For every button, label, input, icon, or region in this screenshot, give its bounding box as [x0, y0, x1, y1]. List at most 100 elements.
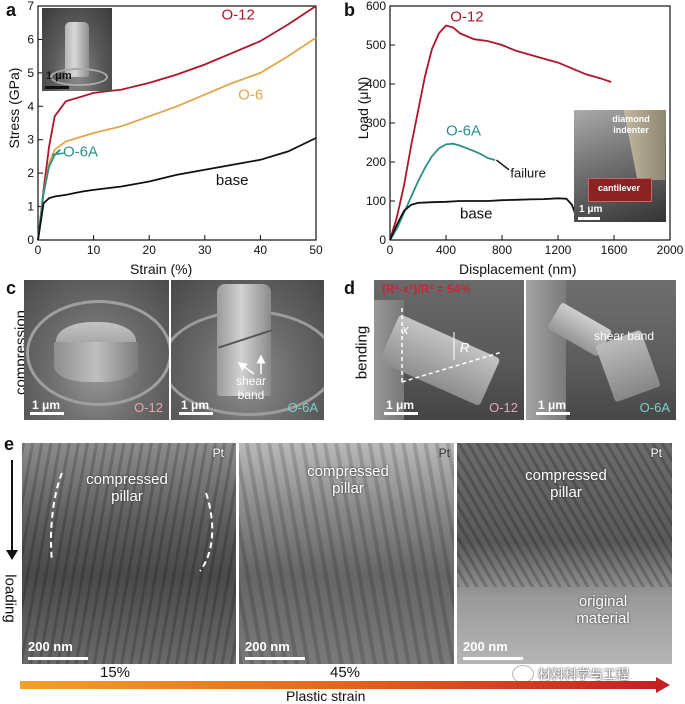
- x-tick-label: 800: [492, 243, 512, 257]
- loading-arrow-head: [6, 550, 18, 560]
- tem-3-original-material: original material: [576, 593, 630, 627]
- d-left-sample-label: O-12: [489, 400, 518, 415]
- series-line-o-6a: [37, 149, 61, 241]
- label-o12: O-12: [221, 6, 254, 23]
- tem-1-strain: 15%: [100, 664, 131, 681]
- loading-arrow-line: [11, 460, 13, 552]
- panel-b-xlabel: Displacement (nm): [459, 261, 577, 277]
- dashed-left: [50, 472, 63, 562]
- c-shear-band-label: shear band: [235, 374, 267, 402]
- x-tick-label: 10: [87, 243, 101, 257]
- panel-a-inset-image: 1 μm: [42, 8, 112, 91]
- y-tick-label: 500: [366, 38, 386, 52]
- d-geometry-lines: [401, 308, 503, 383]
- watermark: 材料科学与工程: [512, 664, 629, 683]
- plastic-strain-bar: [20, 681, 658, 689]
- x-tick-label: 0: [387, 243, 394, 257]
- tem-image-3: Pt compressed pillar original material 2…: [457, 443, 672, 664]
- y-tick-label: 100: [366, 194, 386, 208]
- y-tick-label: 1: [27, 200, 34, 214]
- c-right-sample-label: O-6A: [287, 400, 318, 415]
- d-r-label: R: [460, 340, 470, 355]
- watermark-text: 材料科学与工程: [538, 667, 630, 682]
- label-o6a: O-6A: [446, 122, 481, 139]
- pillar-base-ring: [50, 68, 108, 86]
- tem-2-scalebar: [245, 657, 305, 660]
- x-tick-label: 0: [35, 243, 42, 257]
- series-line-o-12: [37, 5, 317, 241]
- inset-b-scale-label: 1 μm: [579, 204, 603, 215]
- panel-c-left-image: 1 μm O-12: [24, 280, 169, 420]
- d-shear-band-label: shear band: [593, 329, 655, 343]
- tem-texture: [239, 443, 454, 664]
- panel-d-right-image: shear band 1 μm O-6A: [526, 280, 676, 420]
- inset-indenter-label: diamond indenter: [612, 114, 650, 135]
- series-line-base: [37, 137, 317, 241]
- d-right-scale-label: 1 μm: [538, 398, 567, 412]
- tem-1-scale-label: 200 nm: [28, 639, 73, 654]
- tem-3-title: compressed pillar: [525, 467, 607, 501]
- o6a-arrow: [51, 152, 64, 156]
- x-tick-label: 2000: [657, 243, 684, 257]
- loading-label: loading: [1, 574, 19, 623]
- series-line-base: [389, 197, 578, 241]
- inset-b-scalebar: [578, 217, 600, 220]
- shear-arrow-left: [237, 362, 255, 375]
- chart-b: 0 400 800 1200 1600 2000 0 100 200 300 400 500 600 O-…: [366, 0, 684, 257]
- x-tick-label: 20: [143, 243, 157, 257]
- tem-image-2: Pt compressed pillar 200 nm: [239, 443, 454, 664]
- y-tick-label: 400: [366, 77, 386, 91]
- y-tick-label: 0: [379, 233, 386, 247]
- y-tick-label: 5: [27, 66, 34, 80]
- c-left-sample-label: O-12: [134, 400, 163, 415]
- d-left-scalebar: [384, 412, 418, 415]
- c-right-scalebar: [179, 412, 213, 415]
- tem-image-1: Pt compressed pillar 200 nm: [22, 443, 236, 664]
- panel-b-letter: b: [344, 0, 355, 20]
- label-o6: O-6: [238, 87, 263, 104]
- d-diagonal-dashed: [401, 351, 503, 383]
- series-line-o-6: [37, 37, 317, 241]
- panel-c-right-image: shear band 1 μm O-6A: [171, 280, 324, 420]
- cantilever-shape: [588, 178, 652, 202]
- x-tick-label: 1200: [545, 243, 572, 257]
- cantilever-column: [526, 280, 566, 420]
- tem-1-pt: Pt: [212, 446, 224, 460]
- tem-1-scalebar: [28, 657, 88, 660]
- y-tick-label: 7: [27, 0, 34, 13]
- inset-cantilever-label: cantilever: [597, 183, 641, 193]
- tem-3-pt: Pt: [650, 446, 662, 460]
- c-shear-band-arrows: [237, 354, 266, 375]
- tem-2-strain: 45%: [330, 664, 361, 681]
- tem-3-scalebar: [463, 657, 523, 660]
- c-left-scale-label: 1 μm: [32, 398, 61, 412]
- panel-e-letter: e: [4, 434, 15, 454]
- c-left-scalebar: [30, 412, 64, 415]
- tem-1-title: compressed pillar: [86, 471, 168, 505]
- y-tick-label: 600: [366, 0, 386, 13]
- panel-c-letter: c: [6, 278, 17, 298]
- label-base: base: [460, 206, 493, 223]
- series-line-o-6a: [389, 142, 496, 241]
- panel-d-side-label: bending: [353, 325, 371, 380]
- failure-arrow: [495, 159, 510, 171]
- y-tick-label: 2: [27, 166, 34, 180]
- panel-a-letter: a: [6, 0, 17, 20]
- y-tick-label: 0: [27, 233, 34, 247]
- ring-outer: [26, 300, 169, 406]
- y-tick-label: 200: [366, 155, 386, 169]
- y-tick-label: 3: [27, 133, 34, 147]
- d-x-label: x: [402, 322, 409, 337]
- tem-2-scale-label: 200 nm: [245, 639, 290, 654]
- x-tick-label: 40: [254, 243, 268, 257]
- x-tick-label: 50: [309, 243, 323, 257]
- inset-a-scale-label: 1 μm: [46, 70, 72, 82]
- tem-2-pt: Pt: [438, 446, 450, 460]
- label-failure: failure: [510, 166, 545, 181]
- wechat-icon: [512, 664, 534, 683]
- plot-frame: [37, 5, 317, 241]
- x-tick-label: 400: [436, 243, 456, 257]
- d-left-scale-label: 1 μm: [386, 398, 415, 412]
- tem-3-scale-label: 200 nm: [463, 639, 508, 654]
- y-tick-label: 4: [27, 99, 34, 113]
